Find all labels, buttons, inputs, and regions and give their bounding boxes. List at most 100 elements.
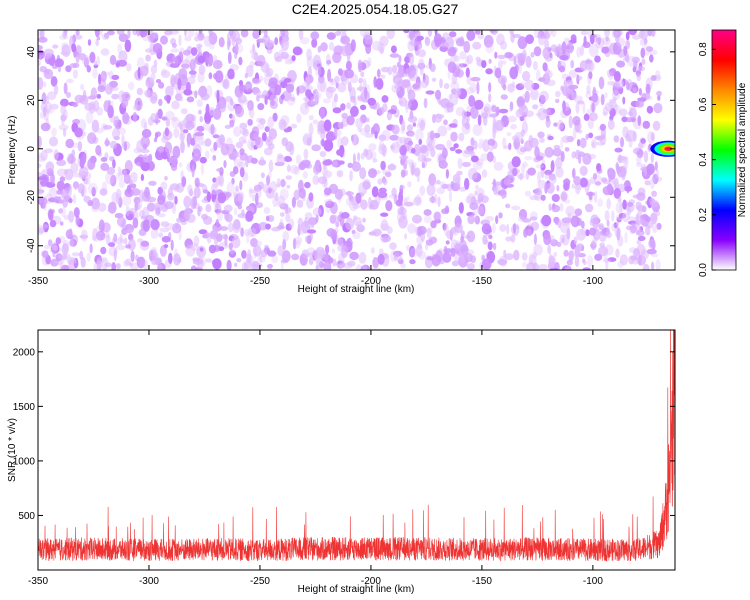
speckle-mark <box>180 140 185 154</box>
speckle-mark <box>58 208 64 214</box>
speckle-mark <box>639 38 647 47</box>
speckle-mark <box>358 77 364 84</box>
speckle-mark <box>470 106 479 119</box>
speckle-mark <box>241 262 248 270</box>
speckle-mark <box>643 150 649 163</box>
speckle-mark <box>340 121 344 130</box>
speckle-mark <box>605 258 609 270</box>
speckle-mark <box>568 69 578 79</box>
speckle-mark <box>509 66 519 80</box>
speckle-mark <box>95 145 102 156</box>
speckle-mark <box>130 250 135 263</box>
speckle-mark <box>286 184 291 189</box>
speckle-mark <box>47 239 53 247</box>
speckle-mark <box>561 41 567 55</box>
speckle-mark <box>518 98 526 104</box>
speckle-mark <box>321 138 325 147</box>
speckle-mark <box>38 44 43 51</box>
speckle-mark <box>426 227 433 234</box>
speckle-mark <box>322 159 333 166</box>
speckle-mark <box>576 243 584 252</box>
speckle-mark <box>149 160 155 172</box>
speckle-mark <box>409 52 415 66</box>
speckle-mark <box>450 181 455 190</box>
speckle-mark <box>459 51 467 60</box>
speckle-mark <box>75 53 80 64</box>
speckle-mark <box>512 167 518 177</box>
speckle-mark <box>340 45 350 57</box>
speckle-mark <box>318 74 325 84</box>
speckle-mark <box>349 170 353 182</box>
speckle-mark <box>355 264 363 270</box>
speckle-mark <box>632 194 640 199</box>
speckle-mark <box>174 57 178 67</box>
speckle-mark <box>585 58 592 71</box>
speckle-mark <box>245 210 254 222</box>
speckle-mark <box>237 204 243 210</box>
speckle-mark <box>217 192 227 204</box>
speckle-mark <box>562 135 570 144</box>
speckle-mark <box>623 45 628 56</box>
speckle-mark <box>250 141 254 149</box>
speckle-mark <box>614 147 623 153</box>
speckle-mark <box>541 214 552 227</box>
speckle-mark <box>571 151 577 159</box>
speckle-mark <box>572 37 577 43</box>
speckle-mark <box>564 266 571 270</box>
speckle-mark <box>43 200 47 211</box>
speckle-mark <box>655 259 661 270</box>
speckle-mark <box>223 204 233 213</box>
speckle-mark <box>555 98 560 104</box>
speckle-mark <box>381 95 389 103</box>
speckle-mark <box>505 203 511 209</box>
speckle-mark <box>249 228 257 237</box>
speckle-mark <box>181 176 187 188</box>
speckle-mark <box>121 97 129 108</box>
speckle-mark <box>62 127 67 137</box>
speckle-mark <box>372 158 378 163</box>
speckle-mark <box>637 97 647 102</box>
speckle-mark <box>54 58 64 68</box>
speckle-mark <box>607 119 615 131</box>
speckle-mark <box>649 54 654 63</box>
speckle-mark <box>540 163 546 171</box>
speckle-mark <box>547 244 552 254</box>
speckle-mark <box>80 83 85 91</box>
speckle-mark <box>351 134 359 146</box>
y-tick-label: 2000 <box>13 347 36 358</box>
speckle-mark <box>128 81 135 91</box>
speckle-mark <box>473 199 482 205</box>
speckle-mark <box>324 252 329 262</box>
speckle-mark <box>360 71 365 78</box>
speckle-mark <box>255 136 261 146</box>
speckle-mark <box>554 217 559 226</box>
speckle-mark <box>142 219 151 232</box>
speckle-mark <box>147 30 155 44</box>
speckle-mark <box>267 250 277 257</box>
speckle-mark <box>565 205 576 217</box>
speckle-mark <box>472 162 483 170</box>
speckle-mark <box>311 144 321 152</box>
speckle-mark <box>173 253 181 266</box>
colorbar-tick-label: 0.0 <box>698 263 709 277</box>
speckle-mark <box>621 116 628 123</box>
speckle-mark <box>226 259 232 270</box>
speckle-mark <box>105 234 111 246</box>
speckle-mark <box>49 219 57 228</box>
speckle-mark <box>481 169 488 178</box>
speckle-mark <box>550 160 555 173</box>
speckle-mark <box>523 228 528 238</box>
speckle-mark <box>41 169 49 176</box>
speckle-mark <box>267 171 272 179</box>
spectrogram-speckle <box>38 30 663 270</box>
speckle-mark <box>204 111 212 125</box>
speckle-mark <box>563 182 570 191</box>
speckle-mark <box>580 45 584 56</box>
speckle-mark <box>315 264 319 270</box>
speckle-mark <box>187 30 195 38</box>
speckle-mark <box>412 122 417 127</box>
speckle-mark <box>456 69 464 78</box>
speckle-mark <box>332 51 342 64</box>
speckle-mark <box>423 157 432 162</box>
